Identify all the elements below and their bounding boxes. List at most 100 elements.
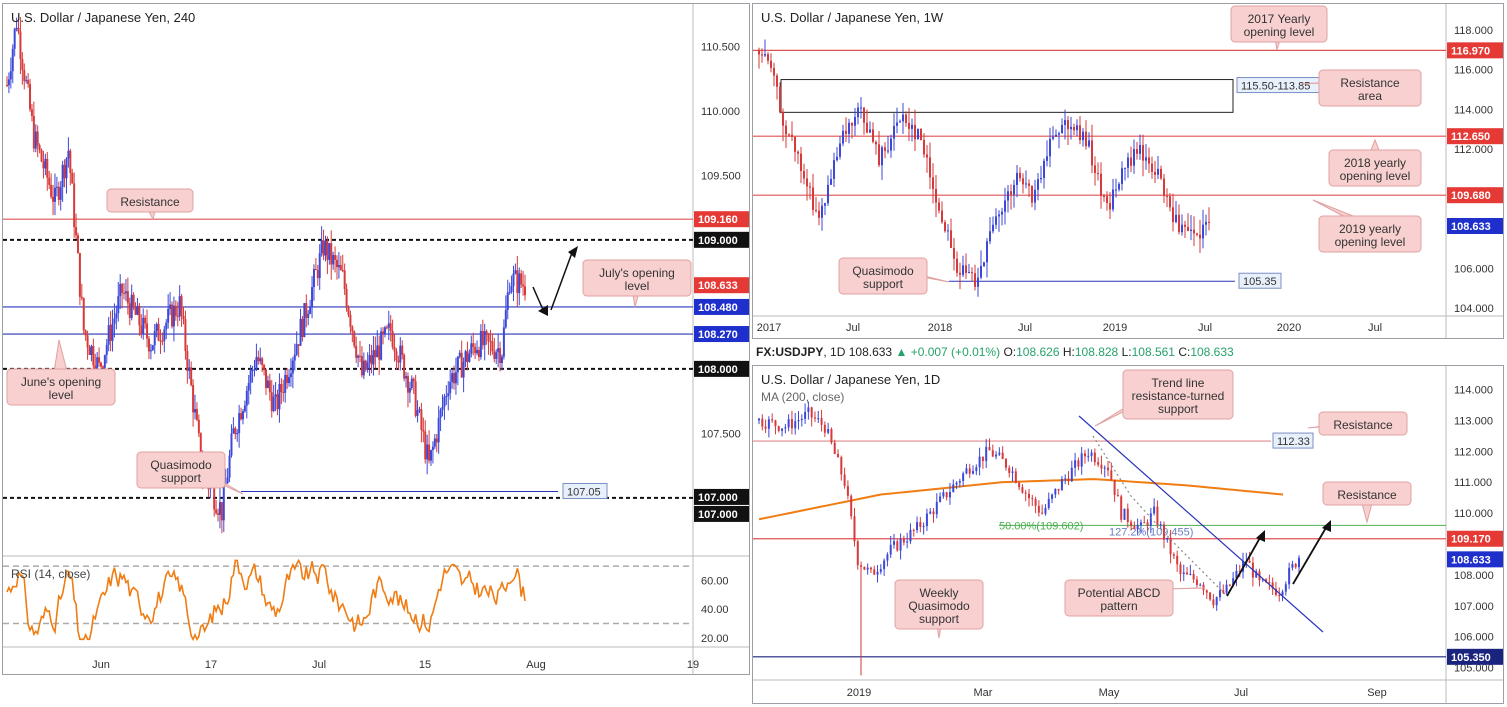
candle-body	[804, 411, 807, 419]
chart-title: U.S. Dollar / Japanese Yen, 240	[11, 10, 196, 25]
callout-2019-open-text: opening level	[1335, 235, 1406, 249]
x-tick-label: 2017	[757, 322, 781, 334]
candle-body	[968, 468, 971, 474]
candle-body	[401, 345, 404, 355]
chart-d1[interactable]: 114.000 113.000 112.000 111.000 110.000 108.0…	[752, 365, 1504, 704]
candle-body	[63, 164, 66, 179]
candle-body	[1041, 512, 1044, 514]
candle-body	[502, 327, 505, 357]
callout-july-open-box	[582, 259, 692, 297]
candle-body	[929, 511, 932, 514]
candle-body	[1159, 524, 1162, 526]
candle-body	[464, 351, 467, 362]
candle-body	[78, 253, 81, 297]
up-arrow-icon: ▲	[895, 345, 908, 359]
candle-body	[105, 344, 108, 356]
candle-body	[909, 529, 912, 542]
candle-body	[408, 388, 411, 393]
candle-body	[1115, 189, 1117, 191]
candle-body	[98, 357, 101, 363]
candle-body	[466, 351, 469, 362]
ticker-low-label: L:	[1121, 345, 1132, 359]
candle-body	[374, 350, 377, 358]
candle-body	[29, 84, 32, 110]
candle-body	[46, 158, 49, 178]
candle-body	[1055, 134, 1057, 137]
chart-h4[interactable]: 110.500 110.000 109.500 107.500 Jun 17 Jul 15 Au…	[2, 3, 750, 675]
chart-h4-canvas[interactable]: 110.500 110.000 109.500 107.500 Jun 17 Jul 15 Au…	[3, 4, 750, 675]
candle-body	[1061, 124, 1063, 134]
candle-body	[144, 317, 147, 324]
callout-weekly-quasimodo-text: Quasimodo	[908, 599, 970, 613]
candle-body	[1123, 508, 1126, 520]
candle-body	[13, 28, 16, 49]
candle-body	[1058, 133, 1060, 135]
candle-body	[988, 446, 991, 451]
candle-body	[109, 325, 112, 341]
candle-body	[1028, 493, 1030, 499]
candle-body	[167, 308, 170, 323]
candle-body	[366, 362, 369, 370]
callout-resistance-text: Resistance	[120, 195, 180, 209]
candle-body	[856, 541, 859, 566]
candle-body	[956, 258, 958, 273]
candle-body	[1116, 495, 1119, 497]
candle-body	[345, 289, 348, 308]
ticker-bar: FX:USDJPY, 1D 108.633 ▲ +0.007 (+0.01%) …	[756, 345, 1234, 359]
chart-w1-canvas[interactable]: 118.000116.000114.000112.000108.000106.0…	[753, 4, 1504, 339]
candle-body	[1248, 560, 1251, 563]
candle-body	[1130, 522, 1133, 527]
candle-body	[184, 319, 187, 351]
candle-body	[334, 255, 337, 260]
chart-w1[interactable]: 118.000116.000114.000112.000108.000106.0…	[752, 3, 1504, 339]
candle-body	[328, 243, 331, 260]
arrowhead-icon	[538, 305, 548, 316]
candle-body	[59, 187, 62, 200]
candle-body	[182, 315, 185, 320]
candle-body	[491, 341, 494, 352]
candle-body	[418, 409, 421, 411]
fib-label: 50.00%(109.602)	[999, 520, 1083, 532]
x-tick-label: Sep	[1367, 687, 1387, 699]
candle-body	[138, 305, 141, 326]
candle-body	[489, 341, 492, 343]
candle-body	[986, 241, 988, 263]
candle-body	[297, 344, 300, 346]
candle-body	[932, 177, 934, 189]
candle-body	[952, 484, 955, 493]
candle-body	[942, 492, 945, 497]
price-tag: 109.170	[1451, 534, 1491, 546]
candle-body	[420, 409, 423, 430]
candle-body	[326, 241, 329, 260]
candle-body	[1088, 140, 1090, 147]
ticker-last: 108.633	[848, 345, 893, 359]
candle-body	[803, 171, 805, 179]
candle-body	[1034, 499, 1037, 506]
candle-body	[1094, 165, 1096, 174]
candle-body	[958, 480, 961, 483]
candle-body	[866, 567, 869, 570]
candle-body	[226, 477, 229, 484]
candle-body	[493, 351, 496, 359]
candle-body	[52, 196, 55, 202]
candle-body	[123, 293, 126, 295]
candle-body	[197, 419, 200, 434]
chart-d1-canvas[interactable]: 114.000 113.000 112.000 111.000 110.000 108.0…	[753, 366, 1504, 704]
candle-body	[774, 420, 777, 427]
candle-body	[902, 538, 905, 543]
candle-body	[1182, 572, 1185, 575]
candle-body	[27, 80, 30, 85]
candle-body	[36, 131, 39, 146]
candle-body	[170, 304, 173, 327]
candle-body	[950, 230, 952, 248]
candle-body	[71, 172, 74, 184]
candle-body	[848, 122, 850, 134]
candle-body	[919, 522, 922, 527]
candle-body	[1070, 467, 1073, 482]
candle-body	[11, 48, 14, 72]
price-tag: 108.633	[698, 280, 738, 292]
candle-body	[983, 262, 985, 266]
candle-body	[1028, 183, 1030, 187]
price-tag-bg	[1447, 42, 1503, 59]
candle-body	[355, 345, 358, 358]
